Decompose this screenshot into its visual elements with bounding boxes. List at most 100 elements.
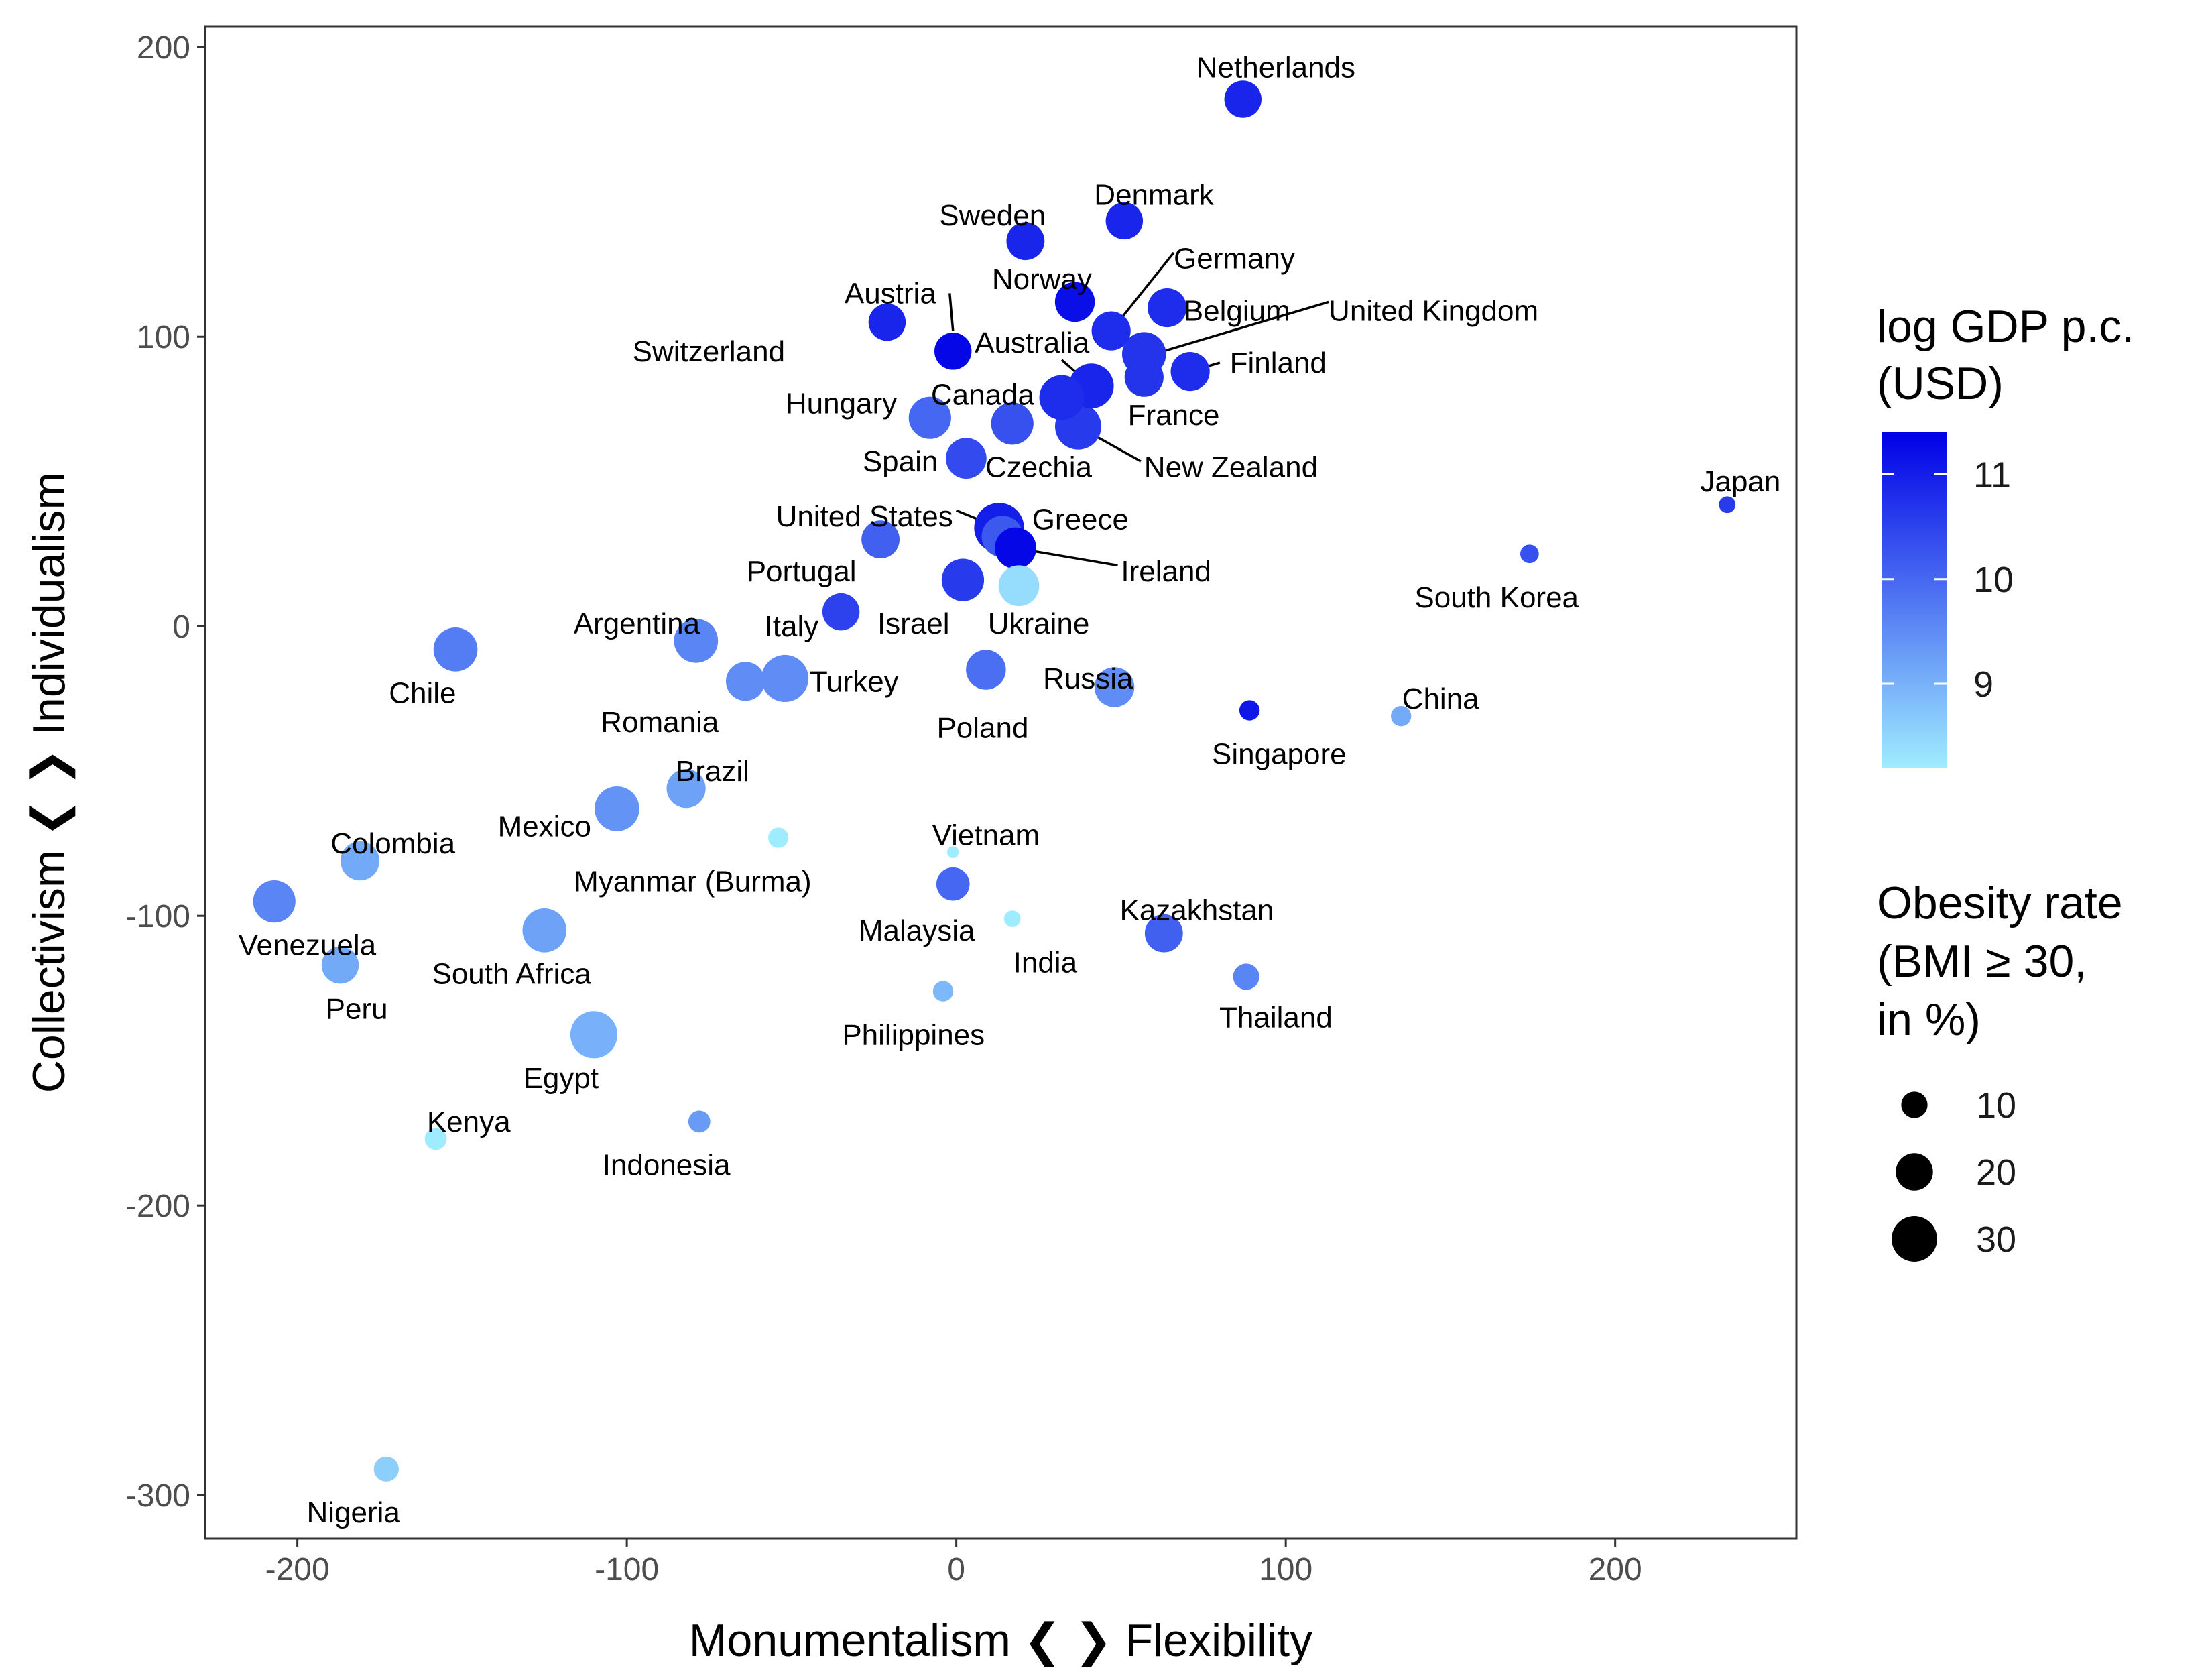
colorbar-tick-label: 10 [1973,560,2014,600]
point-venezuela [253,880,296,923]
label-greece: Greece [1032,503,1129,536]
label-south-africa: South Africa [432,958,591,991]
point-israel [941,558,985,601]
point-india [1003,910,1021,927]
color-legend-title-line2: (USD) [1877,358,2004,409]
point-japan [1719,496,1736,514]
point-philippines [932,981,954,1002]
point-finland [1170,351,1210,392]
label-denmark: Denmark [1094,179,1214,212]
label-portugal: Portugal [747,555,857,588]
leader-line [1144,300,1329,359]
point-hungary [908,396,951,439]
point-indonesia [688,1110,711,1133]
point-labels: Netherlands Denmark Sweden Germany Norway Bel… [239,51,1781,1529]
label-switzerland: Switzerland [633,335,785,368]
label-ukraine: Ukraine [988,607,1090,640]
point-south-korea [1520,544,1539,564]
label-mexico: Mexico [498,810,591,843]
y-tick-label: 200 [137,30,190,66]
label-indonesia: Indonesia [603,1149,731,1182]
point-russia [1094,667,1135,707]
point-denmark [1105,202,1144,240]
label-venezuela: Venezuela [239,929,377,961]
size-legend-title-line2: (BMI ≥ 30, [1877,936,2087,987]
size-legend-label: 10 [1976,1085,2016,1126]
label-china: China [1402,682,1479,715]
label-peru: Peru [326,992,388,1025]
point-sweden [1006,222,1045,261]
label-hungary: Hungary [786,387,897,420]
point-norway [1054,282,1095,322]
point-thailand [1233,963,1259,990]
color-legend-title-line1: log GDP p.c. [1877,301,2134,352]
point-myanmar-burma [768,827,789,848]
point-netherlands [1224,80,1262,118]
label-germany: Germany [1174,243,1295,276]
label-ireland: Ireland [1121,555,1211,588]
label-new-zealand: New Zealand [1144,451,1318,484]
label-italy: Italy [765,610,819,643]
label-poland: Poland [936,711,1028,744]
size-legend: Obesity rate (BMI ≥ 30, in %) 10 20 30 [1877,878,2123,1262]
label-japan: Japan [1700,465,1780,498]
point-italy [822,593,860,631]
label-egypt: Egypt [524,1062,599,1095]
size-legend-label: 30 [1976,1219,2016,1260]
y-tick-label: -100 [126,899,190,935]
point-portugal [861,520,900,559]
point-singapore [1239,700,1260,721]
label-singapore: Singapore [1212,737,1347,770]
label-kazakhstan: Kazakhstan [1119,894,1274,927]
label-romania: Romania [601,706,719,739]
point-china [1390,705,1412,727]
point-peru [321,946,359,984]
label-thailand: Thailand [1219,1001,1333,1034]
size-legend-title-line1: Obesity rate [1877,878,2123,929]
point-spain [946,438,987,479]
data-points [253,80,1736,1482]
size-legend-entries: 10 20 30 [1892,1085,2016,1262]
label-myanmar-burma: Myanmar (Burma) [574,865,812,898]
colorbar-ticks: 9 10 11 [1882,455,2014,705]
point-austria [868,303,906,341]
label-south-korea: South Korea [1414,581,1579,614]
label-argentina: Argentina [574,607,700,640]
point-chile [433,627,478,672]
label-philippines: Philippines [842,1018,985,1051]
x-tick-label: 0 [947,1552,965,1588]
x-tick-label: 100 [1259,1552,1312,1588]
label-malaysia: Malaysia [859,914,975,947]
point-belgium [1148,288,1187,328]
point-france [1124,357,1164,397]
label-sweden: Sweden [939,199,1046,232]
plot-panel [204,25,1798,1540]
point-mexico [595,786,639,831]
label-france: France [1128,399,1220,432]
point-czechia [991,402,1034,445]
label-czechia: Czechia [985,451,1092,484]
point-germany [1091,311,1131,351]
x-axis: -200 -100 0 100 200 [265,1539,1642,1588]
y-axis-title: Collectivism ❮ ❯ Individualism [23,472,76,1093]
colorbar-tick-label: 9 [1973,664,1993,705]
label-chile: Chile [389,677,456,710]
size-legend-dot [1892,1216,1937,1262]
point-kenya [424,1128,447,1150]
label-spain: Spain [863,445,938,478]
point-ukraine [998,565,1040,607]
leader-line [948,293,955,331]
label-norway: Norway [992,263,1092,296]
point-canada [1039,375,1085,420]
label-israel: Israel [877,607,950,640]
point-south-africa [522,908,567,953]
color-legend-colorbar [1882,432,1947,768]
point-romania [725,662,765,701]
point-poland [966,650,1006,690]
size-legend-dot [1901,1091,1928,1118]
x-axis-title: Monumentalism ❮ ❯ Flexibility [689,1615,1312,1667]
x-tick-label: -100 [595,1552,659,1588]
label-canada: Canada [931,379,1035,412]
label-finland: Finland [1230,347,1327,379]
